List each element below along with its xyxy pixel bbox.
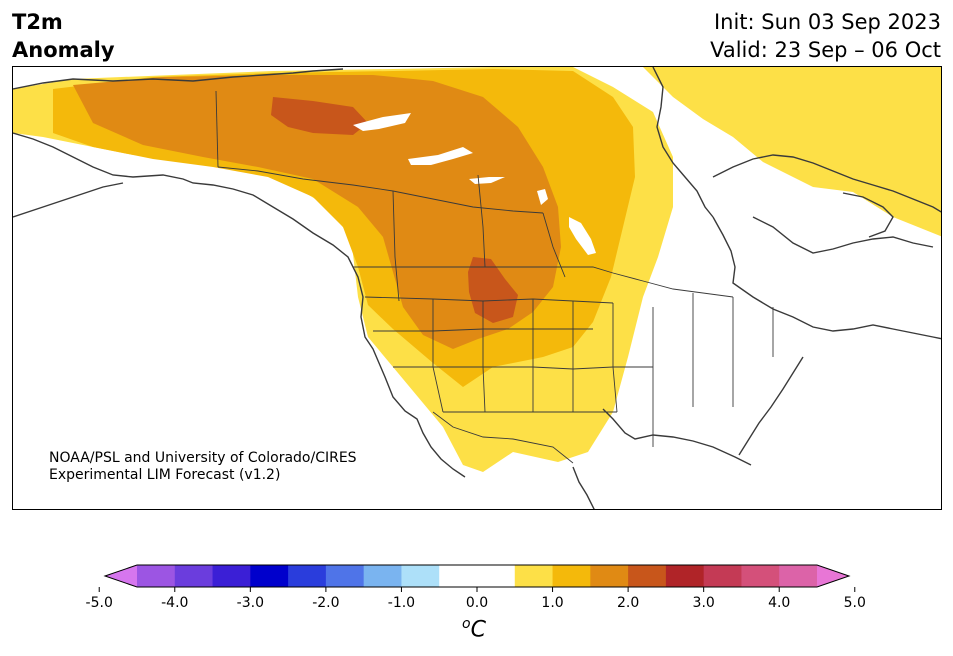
colorbar-bins bbox=[105, 565, 849, 587]
colorbar-bin bbox=[288, 565, 327, 587]
anomaly-region-2-0 bbox=[468, 257, 518, 323]
colorbar-bin bbox=[590, 565, 629, 587]
colorbar-tick-label: 5.0 bbox=[844, 595, 866, 611]
anomaly-region-1-5 bbox=[73, 75, 561, 349]
colorbar-outline bbox=[103, 564, 851, 588]
unit-degree-mark: o bbox=[462, 616, 471, 632]
colorbar-tick-label: -4.0 bbox=[161, 595, 188, 611]
lake-winnipegosis bbox=[537, 189, 548, 205]
anomaly-region-0-5 bbox=[643, 67, 941, 237]
title-line-1: T2m bbox=[12, 10, 63, 34]
colorbar-tick-label: -1.0 bbox=[388, 595, 415, 611]
anomaly-region-2-0 bbox=[271, 97, 368, 135]
political-borders bbox=[215, 90, 774, 464]
colorbar-bin bbox=[212, 565, 251, 587]
colorbar-bin bbox=[250, 565, 289, 587]
colorbar-bin bbox=[325, 565, 365, 587]
unit-label: C bbox=[470, 617, 486, 643]
anomaly-map bbox=[12, 66, 942, 510]
colorbar-bin bbox=[137, 565, 176, 587]
colorbar-bin bbox=[703, 565, 743, 587]
map-canvas bbox=[13, 67, 941, 509]
credit-text: NOAA/PSL and University of Colorado/CIRE… bbox=[49, 450, 357, 484]
colorbar-bin bbox=[665, 565, 705, 587]
colorbar-tick-label: 2.0 bbox=[617, 595, 639, 611]
colorbar-tick-label: -5.0 bbox=[86, 595, 113, 611]
colorbar-bin bbox=[363, 565, 403, 587]
colorbar-tick-label: -3.0 bbox=[237, 595, 264, 611]
colorbar: -5.0 -4.0 -3.0 -2.0 -1.0 0.0 1.0 2.0 3.0 4.0 5.0 bbox=[86, 564, 866, 611]
colorbar-bin bbox=[439, 565, 478, 587]
colorbar-bin bbox=[477, 565, 516, 587]
valid-date: Valid: 23 Sep – 06 Oct bbox=[710, 38, 941, 62]
colorbar-bin bbox=[552, 565, 591, 587]
colorbar-bin bbox=[741, 565, 780, 587]
colorbar-bin bbox=[779, 565, 818, 587]
map-title: T2m Anomaly bbox=[12, 8, 115, 64]
colorbar-arrow-low bbox=[105, 565, 137, 587]
forecast-dates: Init: Sun 03 Sep 2023 Valid: 23 Sep – 06… bbox=[710, 8, 941, 64]
colorbar-bin bbox=[514, 565, 554, 587]
init-date: Init: Sun 03 Sep 2023 bbox=[713, 10, 941, 34]
great-bear-lake bbox=[353, 113, 411, 131]
colorbar-arrow-high bbox=[817, 565, 849, 587]
colorbar-tick-label: 0.0 bbox=[466, 595, 488, 611]
colorbar-bin bbox=[401, 565, 440, 587]
credit-line-2: Experimental LIM Forecast (v1.2) bbox=[49, 467, 281, 483]
colorbar-ticks: -5.0 -4.0 -3.0 -2.0 -1.0 0.0 1.0 2.0 3.0 4.0 5.0 bbox=[86, 587, 866, 611]
credit-line-1: NOAA/PSL and University of Colorado/CIRE… bbox=[49, 450, 357, 466]
colorbar-bin bbox=[174, 565, 214, 587]
colorbar-tick-label: -2.0 bbox=[312, 595, 339, 611]
colorbar-tick-label: 4.0 bbox=[768, 595, 790, 611]
lake-winnipeg bbox=[569, 217, 596, 255]
coastlines bbox=[13, 67, 941, 509]
colorbar-tick-label: 3.0 bbox=[693, 595, 715, 611]
colorbar-tick-label: 1.0 bbox=[541, 595, 563, 611]
colorbar-unit: oC bbox=[462, 616, 486, 642]
title-line-2: Anomaly bbox=[12, 38, 115, 62]
great-slave-lake bbox=[408, 147, 473, 165]
colorbar-bin bbox=[628, 565, 667, 587]
